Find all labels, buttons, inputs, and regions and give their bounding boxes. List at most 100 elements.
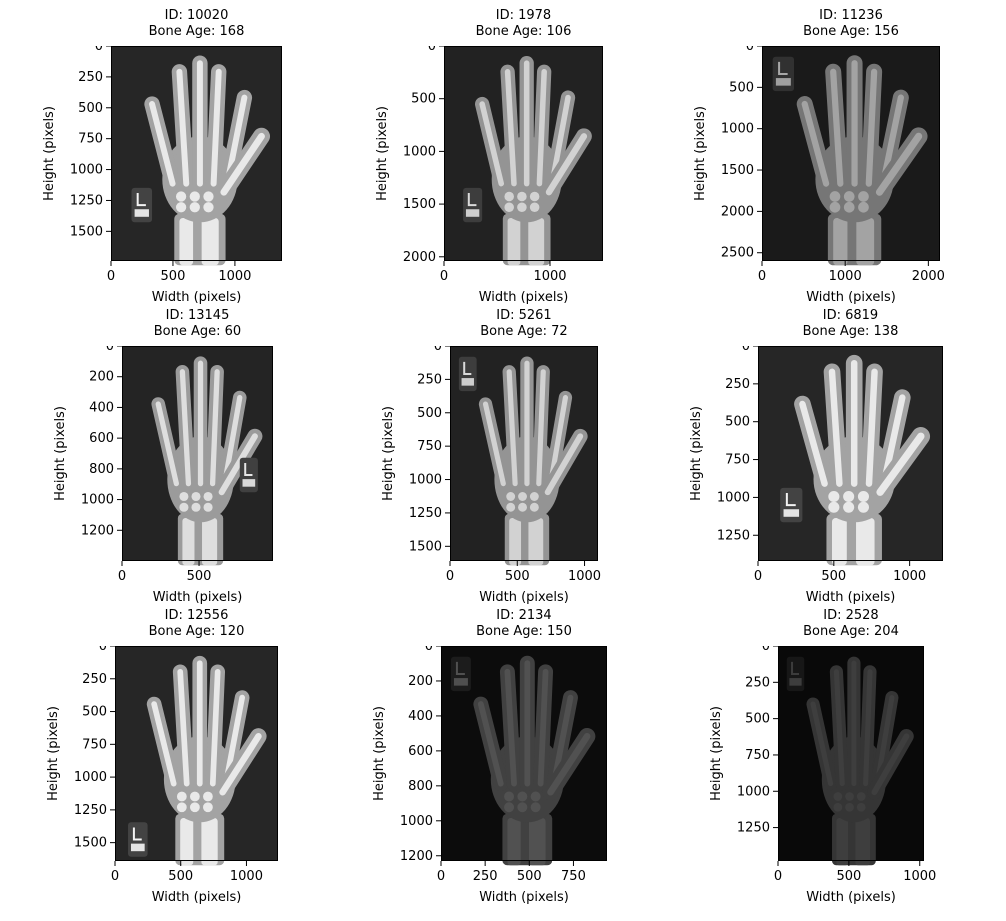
y-tick-label: 1500 — [409, 539, 442, 554]
subplot-axes: 0 1000 2000 0 500 1000 1500 2000 2500 Width (pixe… — [693, 46, 945, 305]
subplot-axes: 0 1000 0 500 1000 1500 2000 Width (pixels) Heigh… — [375, 46, 603, 305]
x-tick-label: 1000 — [829, 269, 862, 284]
y-tick-label: 0 — [742, 346, 750, 354]
y-tick-label: 800 — [408, 779, 433, 794]
subplot-title-id: ID: 6819 — [822, 308, 879, 323]
subplot-title-id: ID: 2134 — [496, 608, 552, 623]
subplot-title-id: ID: 11236 — [819, 8, 883, 23]
y-tick-label: 2500 — [721, 246, 754, 261]
x-tick-label: 0 — [437, 869, 445, 884]
axes-frame — [778, 646, 924, 861]
y-axis-label: Height (pixels) — [693, 106, 708, 201]
subplot-title-bone-age: Bone Age: 106 — [475, 24, 572, 39]
subplot-axes: 0 500 1000 0 250 500 750 1000 1250 Width (pixels)… — [689, 346, 943, 605]
x-axis-label: Width (pixels) — [806, 890, 896, 905]
x-tick-label: 1000 — [893, 569, 926, 584]
y-tick-label: 1000 — [409, 473, 442, 488]
axes-frame — [115, 646, 278, 861]
axes-frame — [758, 346, 943, 561]
x-tick-label: 1000 — [568, 569, 601, 584]
x-tick-label: 0 — [446, 569, 454, 584]
subplot-axes: 0 500 1000 0 250 500 750 1000 1250 1500 Width (pix… — [381, 346, 601, 605]
x-tick-label: 750 — [561, 869, 586, 884]
axes-frame — [441, 646, 607, 861]
axes-frame — [450, 346, 598, 561]
y-tick-label: 1000 — [737, 784, 770, 799]
y-tick-label: 1200 — [81, 523, 114, 538]
x-axis-label: Width (pixels) — [806, 590, 896, 605]
subplot-title-id: ID: 1978 — [495, 8, 552, 23]
x-tick-label: 500 — [168, 869, 193, 884]
y-tick-label: 2000 — [403, 250, 436, 265]
y-tick-label: 600 — [89, 431, 114, 446]
y-tick-label: 400 — [408, 709, 433, 724]
y-axis-label: Height (pixels) — [46, 706, 61, 801]
y-tick-label: 0 — [428, 46, 436, 54]
y-tick-label: 1250 — [737, 821, 770, 836]
y-tick-label: 500 — [725, 415, 750, 430]
y-tick-label: 500 — [417, 406, 442, 421]
subplot-title-bone-age: Bone Age: 72 — [480, 324, 568, 339]
side-marker — [450, 656, 471, 692]
axes-frame — [762, 46, 940, 261]
y-tick-label: 250 — [725, 377, 750, 392]
x-tick-label: 1000 — [903, 869, 936, 884]
side-marker — [772, 56, 795, 92]
x-axis-label: Width (pixels) — [152, 890, 242, 905]
x-axis-label: Width (pixels) — [806, 290, 896, 305]
y-axis-label: Height (pixels) — [372, 706, 387, 801]
y-tick-label: 200 — [89, 370, 114, 385]
y-tick-label: 1500 — [403, 197, 436, 212]
side-marker — [239, 457, 258, 493]
subplot-title-bone-age: Bone Age: 120 — [148, 624, 245, 639]
axes-frame — [122, 346, 273, 561]
y-tick-label: 1000 — [400, 814, 433, 829]
y-tick-label: 1000 — [721, 122, 754, 137]
x-tick-label: 1000 — [230, 869, 263, 884]
x-axis-label: Width (pixels) — [479, 590, 569, 605]
subplot-axes: 0 500 1000 0 250 500 750 1000 1250 1500 Width (pix… — [46, 646, 278, 905]
y-tick-label: 750 — [417, 439, 442, 454]
subplot-axes: 0 500 0 200 400 600 800 1000 1200 Width (pixels) H… — [53, 346, 273, 605]
x-tick-label: 250 — [473, 869, 498, 884]
subplot-title-bone-age: Bone Age: 168 — [148, 24, 245, 39]
y-tick-label: 1500 — [74, 836, 107, 851]
hand-xray — [473, 655, 596, 866]
y-tick-label: 1000 — [74, 770, 107, 785]
x-tick-label: 0 — [118, 569, 126, 584]
y-tick-label: 1000 — [70, 163, 103, 178]
axes-frame — [444, 46, 603, 261]
x-tick-label: 1000 — [533, 269, 566, 284]
hand-xray — [796, 55, 928, 266]
y-tick-label: 1250 — [409, 506, 442, 521]
x-tick-label: 500 — [821, 569, 846, 584]
y-tick-label: 0 — [762, 646, 770, 654]
y-tick-label: 500 — [82, 705, 107, 720]
y-axis-label: Height (pixels) — [42, 106, 57, 201]
side-marker — [128, 822, 148, 857]
y-tick-label: 1500 — [70, 224, 103, 239]
y-tick-label: 0 — [95, 46, 103, 54]
x-tick-label: 500 — [161, 269, 186, 284]
side-marker — [786, 656, 805, 692]
hand-xray — [478, 356, 588, 566]
y-tick-label: 0 — [746, 46, 754, 54]
y-axis-label: Height (pixels) — [375, 106, 390, 201]
x-tick-label: 500 — [187, 569, 212, 584]
subplot-title-id: ID: 5261 — [496, 308, 552, 323]
y-axis-label: Height (pixels) — [53, 406, 68, 501]
x-axis-label: Width (pixels) — [479, 290, 569, 305]
y-tick-label: 250 — [417, 372, 442, 387]
y-axis-label: Height (pixels) — [381, 406, 396, 501]
subplot-title-bone-age: Bone Age: 150 — [476, 624, 572, 639]
x-tick-label: 0 — [111, 869, 119, 884]
y-axis-label: Height (pixels) — [689, 406, 704, 501]
y-tick-label: 1250 — [70, 193, 103, 208]
y-tick-label: 0 — [106, 346, 114, 354]
y-tick-label: 2000 — [721, 204, 754, 219]
subplot-title-bone-age: Bone Age: 156 — [803, 24, 899, 39]
y-tick-label: 750 — [78, 132, 103, 147]
x-tick-label: 500 — [836, 869, 861, 884]
y-tick-label: 250 — [745, 675, 770, 690]
subplot-axes: 0 500 1000 0 250 500 750 1000 1250 1500 Width (pix… — [42, 46, 282, 305]
